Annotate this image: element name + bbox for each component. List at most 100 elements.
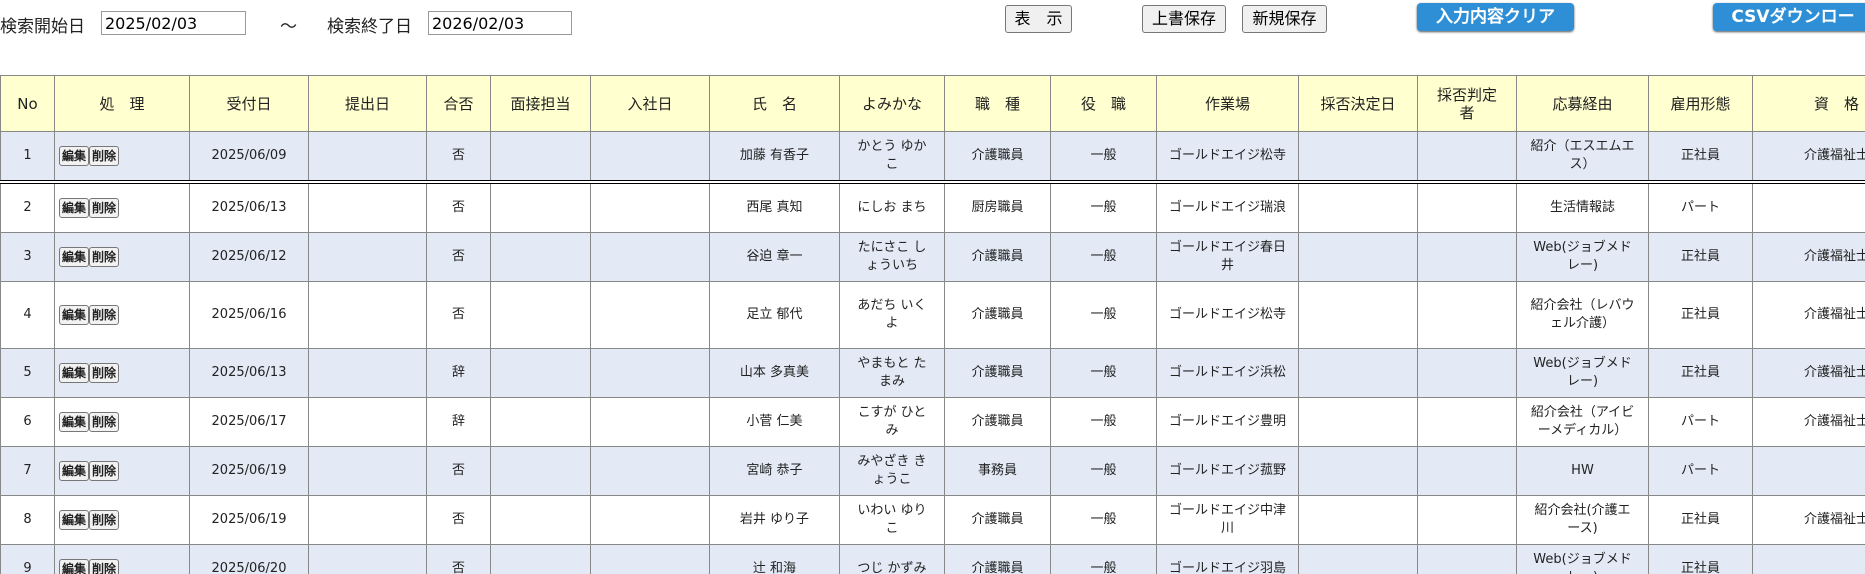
column-header: 面接担当 xyxy=(490,75,591,132)
table-cell: ゴールドエイジ羽島 xyxy=(1156,544,1299,574)
table-cell xyxy=(1298,131,1418,184)
delete-button[interactable]: 削除 xyxy=(89,363,120,383)
search-bar: 検索開始日 2025/02/03 〜 検索終了日 2026/02/03 表 示 … xyxy=(0,0,1865,75)
table-cell xyxy=(308,232,427,282)
table-cell: ゴールドエイジ松寺 xyxy=(1156,131,1299,184)
edit-button[interactable]: 編集 xyxy=(59,198,90,218)
edit-button[interactable]: 編集 xyxy=(59,305,90,325)
column-header: 雇用形態 xyxy=(1648,75,1753,132)
table-cell: 一般 xyxy=(1050,281,1157,349)
overwrite-button[interactable]: 上書保存 xyxy=(1142,5,1226,33)
table-cell xyxy=(1417,348,1517,398)
table-cell xyxy=(1298,181,1418,233)
table-cell: 否 xyxy=(426,495,491,545)
column-header: 役 職 xyxy=(1050,75,1157,132)
column-header: 提出日 xyxy=(308,75,427,132)
end-label: 検索終了日 xyxy=(327,17,412,37)
new-save-button[interactable]: 新規保存 xyxy=(1242,5,1327,33)
table-cell: 2025/06/13 xyxy=(189,181,309,233)
table-cell: 2025/06/17 xyxy=(189,397,309,447)
table-cell: 生活情報誌 xyxy=(1516,181,1649,233)
table-cell: 否 xyxy=(426,181,491,233)
table-cell: 辞 xyxy=(426,348,491,398)
table-cell xyxy=(308,495,427,545)
table-cell xyxy=(1298,544,1418,574)
table-row: 7 編集 削除 2025/06/19 否宮崎 恭子 みやざき きょうこ 事務員 一般 ゴールドエ… xyxy=(0,446,1865,496)
table-cell xyxy=(1298,397,1418,447)
table-cell xyxy=(590,397,710,447)
delete-button[interactable]: 削除 xyxy=(89,510,120,530)
delete-button[interactable]: 削除 xyxy=(89,461,120,481)
delete-button[interactable]: 削除 xyxy=(89,559,120,574)
table-cell: 紹介（エスエムエス） xyxy=(1516,131,1649,184)
table-cell: ゴールドエイジ春日井 xyxy=(1156,232,1299,282)
edit-button[interactable]: 編集 xyxy=(59,412,90,432)
table-cell xyxy=(490,544,591,574)
table-cell: 介護福祉士 xyxy=(1752,281,1865,349)
table-cell: 2025/06/19 xyxy=(189,495,309,545)
table-cell: Web(ジョブメドレー) xyxy=(1516,232,1649,282)
table-cell xyxy=(1298,348,1418,398)
show-button[interactable]: 表 示 xyxy=(1005,5,1072,33)
table-cell xyxy=(590,181,710,233)
table-cell: 事務員 xyxy=(944,446,1051,496)
table-cell: 辞 xyxy=(426,397,491,447)
delete-button[interactable]: 削除 xyxy=(89,305,120,325)
action-cell: 編集 削除 xyxy=(54,495,190,545)
table-cell: 山本 多真美 xyxy=(709,348,840,398)
table-cell: 正社員 xyxy=(1648,281,1753,349)
delete-button[interactable]: 削除 xyxy=(89,146,120,166)
edit-button[interactable]: 編集 xyxy=(59,559,90,574)
table-cell: ゴールドエイジ松寺 xyxy=(1156,281,1299,349)
table-cell: 2025/06/20 xyxy=(189,544,309,574)
table-row: 5 編集 削除 2025/06/13 辞山本 多真美 やまもと たまみ 介護職員 一般 ゴールド… xyxy=(0,348,1865,398)
table-cell: 2025/06/12 xyxy=(189,232,309,282)
header-row: No 処 理受付日 提出日 合否 面接担当 入社日氏 名よみかな職 種役 職作業場 採否決定… xyxy=(0,75,1865,132)
table-cell xyxy=(490,348,591,398)
column-header: 応募経由 xyxy=(1516,75,1649,132)
table-cell: パート xyxy=(1648,446,1753,496)
table-cell: 5 xyxy=(0,348,55,398)
clear-button[interactable]: 入力内容クリア xyxy=(1417,3,1574,31)
table-cell: やまもと たまみ xyxy=(839,348,945,398)
table-cell xyxy=(1298,446,1418,496)
applicant-table: No 処 理受付日 提出日 合否 面接担当 入社日氏 名よみかな職 種役 職作業場 採否決定… xyxy=(0,75,1865,574)
table-row: 3 編集 削除 2025/06/12 否谷迫 章一 たにさこ しょういち 介護職員 一般 ゴール… xyxy=(0,232,1865,282)
table-cell: 辻 和海 xyxy=(709,544,840,574)
table-cell xyxy=(1417,495,1517,545)
action-cell: 編集 削除 xyxy=(54,232,190,282)
table-cell: 2025/06/13 xyxy=(189,348,309,398)
table-cell xyxy=(1417,131,1517,184)
start-input[interactable]: 2025/02/03 xyxy=(101,11,246,35)
table-cell: Web(ジョブメドレー) xyxy=(1516,348,1649,398)
delete-button[interactable]: 削除 xyxy=(89,247,120,267)
delete-button[interactable]: 削除 xyxy=(89,198,120,218)
table-cell xyxy=(490,281,591,349)
table-cell xyxy=(490,181,591,233)
action-cell: 編集 削除 xyxy=(54,348,190,398)
table-cell: 介護福祉士 xyxy=(1752,131,1865,184)
column-header: No xyxy=(0,75,55,132)
table-cell xyxy=(590,495,710,545)
table-cell: 否 xyxy=(426,446,491,496)
table-cell: ゴールドエイジ豊明 xyxy=(1156,397,1299,447)
edit-button[interactable]: 編集 xyxy=(59,363,90,383)
table-cell: 厨房職員 xyxy=(944,181,1051,233)
action-cell: 編集 削除 xyxy=(54,446,190,496)
delete-button[interactable]: 削除 xyxy=(89,412,120,432)
table-cell: 介護職員 xyxy=(944,495,1051,545)
edit-button[interactable]: 編集 xyxy=(59,510,90,530)
edit-button[interactable]: 編集 xyxy=(59,146,90,166)
table-cell: 紹介会社（レバウェル介護） xyxy=(1516,281,1649,349)
table-cell: 正社員 xyxy=(1648,544,1753,574)
action-cell: 編集 削除 xyxy=(54,181,190,233)
table-row: 8 編集 削除 2025/06/19 否岩井 ゆり子 いわい ゆりこ 介護職員 一般 ゴールドエ… xyxy=(0,495,1865,545)
end-input[interactable]: 2026/02/03 xyxy=(428,11,572,35)
csv-button[interactable]: CSVダウンロー xyxy=(1713,3,1865,31)
table-cell: いわい ゆりこ xyxy=(839,495,945,545)
table-cell: 2 xyxy=(0,181,55,233)
table-cell: 介護職員 xyxy=(944,131,1051,184)
table-row: 6 編集 削除 2025/06/17 辞小菅 仁美 こすが ひとみ 介護職員 一般 ゴールドエイ… xyxy=(0,397,1865,447)
edit-button[interactable]: 編集 xyxy=(59,461,90,481)
edit-button[interactable]: 編集 xyxy=(59,247,90,267)
